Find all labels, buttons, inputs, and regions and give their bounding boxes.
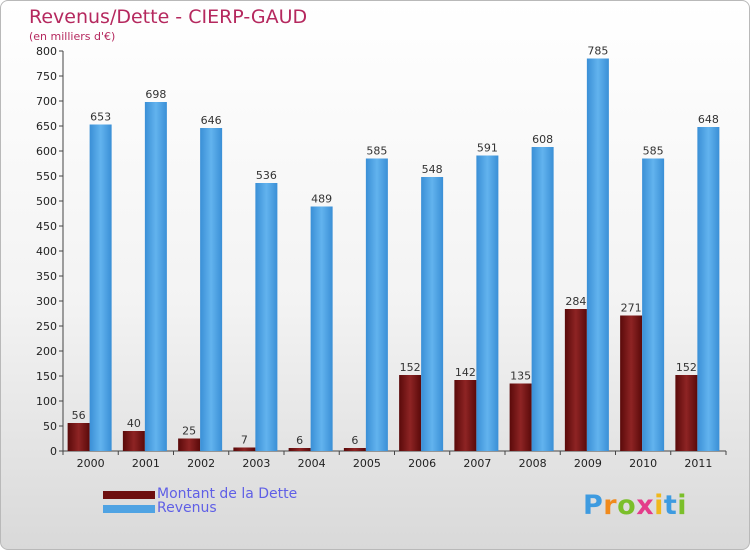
bar-dette [454, 380, 477, 451]
data-label: 135 [510, 370, 531, 383]
data-label: 785 [587, 45, 608, 58]
x-tick-label: 2006 [408, 457, 436, 470]
bar-dette [564, 309, 587, 451]
legend-label-dette: Montant de la Dette [157, 486, 298, 502]
y-tick-label: 350 [36, 270, 57, 283]
data-label: 591 [477, 142, 498, 155]
bar-revenus [144, 102, 167, 451]
data-label: 6 [296, 434, 303, 447]
x-tick-label: 2011 [684, 457, 712, 470]
bar-dette [675, 375, 698, 451]
bar-dette [288, 448, 311, 451]
x-tick-label: 2002 [187, 457, 215, 470]
legend-swatch-dette [103, 491, 155, 499]
bar-revenus [697, 127, 720, 451]
bar-dette [509, 383, 532, 451]
data-label: 152 [400, 361, 421, 374]
y-tick-label: 550 [36, 170, 57, 183]
chart-title: Revenus/Dette - CIERP-GAUD [29, 6, 308, 28]
data-label: 489 [311, 193, 332, 206]
y-tick-label: 250 [36, 320, 57, 333]
x-tick-label: 2007 [463, 457, 491, 470]
x-tick-label: 2004 [298, 457, 326, 470]
data-label: 608 [532, 133, 553, 146]
data-label: 6 [351, 434, 358, 447]
data-label: 40 [127, 417, 141, 430]
y-tick-label: 300 [36, 295, 57, 308]
x-tick-label: 2010 [629, 457, 657, 470]
bar-revenus [89, 124, 112, 451]
y-tick-label: 50 [43, 420, 57, 433]
y-tick-label: 650 [36, 120, 57, 133]
bar-revenus [476, 155, 499, 451]
data-label: 152 [676, 361, 697, 374]
y-tick-label: 150 [36, 370, 57, 383]
bar-dette [399, 375, 422, 451]
y-tick-label: 750 [36, 70, 57, 83]
bar-dette [67, 423, 90, 451]
data-label: 646 [201, 114, 222, 127]
chart-subtitle: (en milliers d'€) [29, 30, 116, 43]
logo-letter: r [603, 490, 618, 521]
bar-revenus [365, 158, 388, 451]
x-tick-label: 2000 [77, 457, 105, 470]
y-tick-label: 400 [36, 245, 57, 258]
bar-dette [233, 447, 256, 451]
data-label: 653 [90, 111, 111, 124]
data-label: 648 [698, 113, 719, 126]
data-label: 25 [182, 425, 196, 438]
bar-dette [620, 315, 643, 451]
bar-revenus [531, 147, 554, 451]
data-label: 536 [256, 169, 277, 182]
data-label: 7 [241, 434, 248, 447]
y-tick-label: 100 [36, 395, 57, 408]
data-label: 698 [145, 88, 166, 101]
logo-letter: x [636, 490, 655, 521]
bar-revenus [586, 58, 609, 451]
x-tick-label: 2008 [519, 457, 547, 470]
bar-revenus [421, 177, 444, 451]
bar-revenus [255, 183, 278, 451]
legend-swatch-revenus [103, 505, 155, 513]
logo-letter: i [654, 490, 664, 521]
data-label: 548 [422, 163, 443, 176]
bar-revenus [200, 128, 223, 451]
y-tick-label: 800 [36, 45, 57, 58]
bar-revenus [310, 206, 333, 451]
data-label: 271 [621, 302, 642, 315]
y-tick-label: 0 [50, 445, 57, 458]
logo-letter: o [617, 490, 637, 521]
y-tick-label: 500 [36, 195, 57, 208]
bar-dette [178, 438, 201, 451]
logo-letter: i [677, 490, 688, 521]
bar-dette [122, 431, 145, 451]
y-tick-label: 200 [36, 345, 57, 358]
x-tick-label: 2003 [242, 457, 270, 470]
y-tick-label: 450 [36, 220, 57, 233]
y-tick-label: 700 [36, 95, 57, 108]
data-label: 142 [455, 366, 476, 379]
x-tick-label: 2009 [574, 457, 602, 470]
proxiti-logo: Proxiti [583, 490, 687, 521]
x-tick-label: 2005 [353, 457, 381, 470]
data-label: 56 [72, 409, 86, 422]
logo-letter: P [583, 490, 604, 521]
y-tick-label: 600 [36, 145, 57, 158]
x-tick-label: 2001 [132, 457, 160, 470]
data-label: 585 [366, 145, 387, 158]
bar-revenus [642, 158, 665, 451]
logo-letter: t [663, 490, 678, 521]
bar-dette [343, 448, 366, 451]
legend-label-revenus: Revenus [157, 500, 217, 516]
data-label: 284 [565, 295, 586, 308]
data-label: 585 [643, 145, 664, 158]
